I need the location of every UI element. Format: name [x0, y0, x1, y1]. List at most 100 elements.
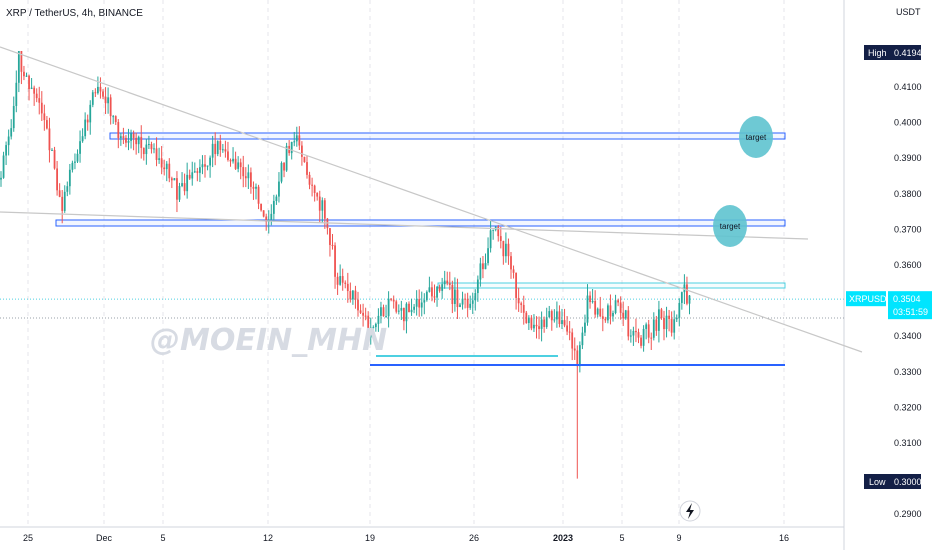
candle-body-123 [313, 185, 316, 193]
x-tick-3: 12 [263, 533, 273, 543]
candle-body-161 [410, 309, 413, 313]
candle-body-226 [576, 350, 579, 367]
y-tick-4: 0.3700 [894, 224, 922, 234]
candle-body-93 [237, 162, 240, 169]
candle-body-21 [53, 149, 56, 169]
candle-body-248 [632, 330, 635, 336]
high-value: 0.4194 [894, 48, 922, 58]
candle-body-232 [591, 301, 594, 303]
candle-body-191 [487, 248, 489, 264]
low-badge [864, 474, 921, 489]
candle-body-214 [545, 317, 548, 327]
candle-body-31 [79, 141, 81, 154]
candle-body-167 [425, 291, 428, 301]
candle-body-190 [484, 263, 487, 270]
candle-body-249 [635, 330, 637, 333]
candle-body-104 [265, 216, 268, 222]
badges-layer: High 0.4194 Low 0.3000 XRPUSDT 0.3504 03:51:59 [679, 45, 932, 522]
candle-body-2 [5, 145, 7, 156]
candle-body-88 [224, 149, 227, 152]
y-tick-6: 0.3400 [894, 331, 922, 341]
time-axis[interactable]: 25 Dec 5 12 19 26 2023 5 9 16 [23, 533, 789, 543]
candle-body-209 [533, 324, 535, 329]
candle-body-201 [512, 269, 515, 273]
candle-body-142 [362, 312, 364, 316]
candle-body-211 [538, 326, 540, 329]
support-trendline [0, 211, 809, 240]
candle-body-133 [339, 276, 342, 285]
candle-body-5 [12, 105, 15, 129]
candle-body-266 [678, 302, 681, 318]
candle-body-25 [63, 191, 66, 211]
candle-body-200 [510, 256, 512, 270]
candle-body-95 [242, 167, 245, 177]
candle-body-225 [573, 348, 576, 351]
candle-body-1 [2, 155, 5, 178]
symbol-badge [846, 291, 886, 307]
candle-body-13 [33, 87, 36, 94]
candle-body-59 [150, 144, 153, 150]
candle-body-221 [563, 320, 566, 326]
candle-body-115 [293, 141, 296, 143]
candle-body-79 [201, 164, 204, 168]
candle-body-239 [609, 305, 612, 317]
last-price-label: 0.3504 [893, 294, 921, 304]
descending-trendline [0, 46, 863, 353]
candle-body-146 [372, 327, 375, 329]
candle-body-74 [188, 174, 191, 179]
high-label: High [868, 48, 887, 58]
candle-body-89 [227, 151, 229, 160]
candle-body-112 [285, 145, 288, 171]
candle-body-43 [109, 97, 112, 117]
price-axis[interactable]: USDT 0.4100 0.4000 0.3900 0.3800 0.3700 0.3600… [894, 7, 922, 519]
candle-body-120 [306, 162, 308, 175]
candle-body-61 [155, 148, 158, 160]
candle-body-90 [229, 159, 232, 162]
candle-body-11 [28, 75, 30, 90]
candle-body-202 [515, 272, 517, 298]
price-badge [888, 291, 932, 320]
candle-body-0 [0, 177, 2, 180]
candle-body-178 [454, 289, 456, 305]
candle-body-111 [283, 162, 285, 171]
candle-body-108 [275, 196, 278, 201]
x-tick-1: Dec [96, 533, 113, 543]
candle-body-236 [601, 316, 604, 319]
candle-body-57 [145, 144, 148, 155]
candle-body-247 [629, 335, 632, 337]
candle-body-80 [204, 164, 206, 167]
targets-layer: target target [713, 116, 773, 247]
candle-body-252 [642, 328, 645, 346]
candle-body-33 [84, 119, 87, 137]
candle-body-207 [527, 317, 530, 324]
candle-body-22 [56, 168, 58, 191]
candle-body-204 [520, 303, 523, 305]
chart-title: XRP / TetherUS, 4h, BINANCE [6, 8, 143, 19]
candle-body-75 [191, 172, 194, 179]
candle-body-242 [617, 300, 619, 303]
candle-body-60 [153, 148, 155, 150]
candle-body-157 [400, 307, 403, 311]
target-circle-0 [739, 116, 773, 158]
candle-body-23 [58, 190, 61, 197]
candle-body-139 [354, 290, 357, 300]
candle-body-170 [433, 296, 436, 298]
candle-body-163 [415, 299, 418, 307]
candle-body-52 [132, 133, 135, 138]
candle-body-109 [278, 181, 280, 197]
candle-body-251 [640, 337, 642, 346]
candle-body-187 [476, 279, 479, 294]
candle-body-192 [489, 230, 492, 249]
candle-body-42 [107, 97, 109, 104]
low-label: Low [869, 477, 886, 487]
candle-body-127 [323, 200, 326, 219]
y-tick-8: 0.3200 [894, 402, 922, 412]
candle-body-129 [329, 228, 331, 245]
grid-lines [0, 0, 845, 550]
candle-body-71 [181, 183, 183, 187]
candle-body-103 [262, 210, 265, 217]
candle-body-100 [255, 186, 257, 189]
candle-body-130 [331, 244, 334, 246]
candle-body-51 [130, 133, 132, 141]
